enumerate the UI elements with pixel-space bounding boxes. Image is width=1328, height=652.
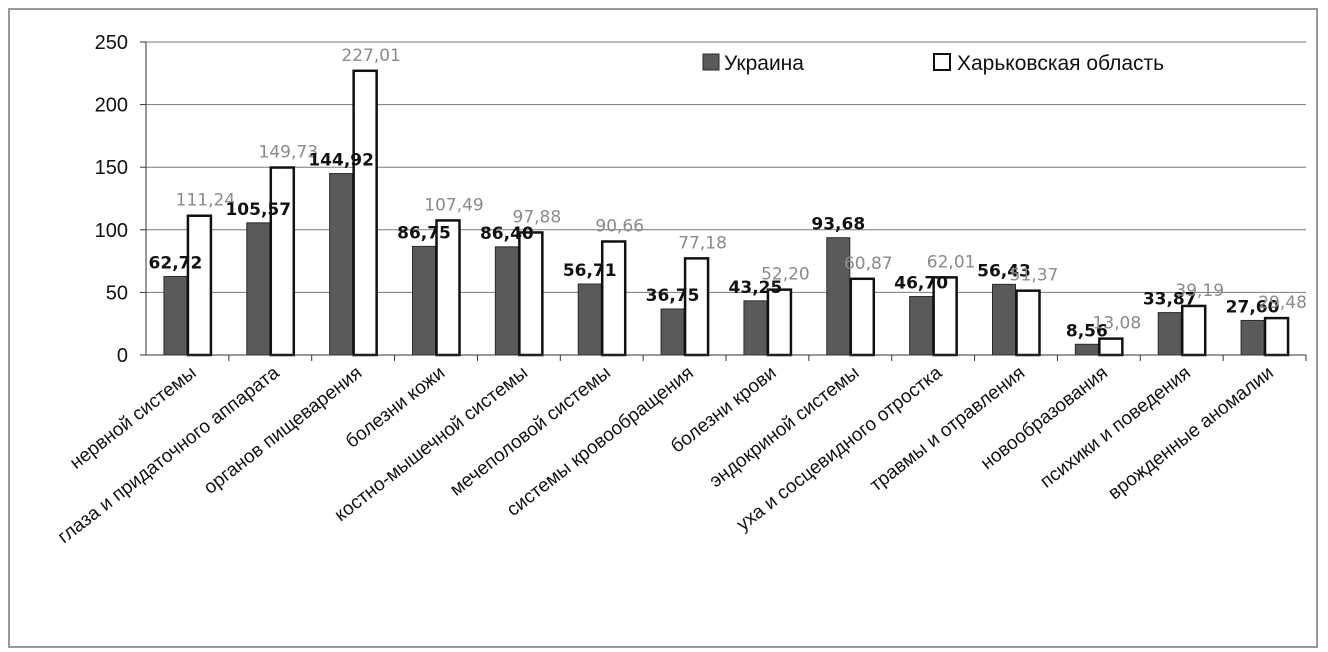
- bar-kharkiv: [269, 166, 296, 357]
- bar-ukraine: [909, 296, 934, 356]
- data-label-kharkiv: 111,24: [176, 191, 235, 211]
- data-label-kharkiv: 90,66: [595, 216, 644, 236]
- bar-ukraine: [1240, 319, 1265, 356]
- data-label-ukraine: 86,75: [397, 223, 451, 243]
- data-label-kharkiv: 227,01: [341, 46, 400, 66]
- data-label-ukraine: 43,25: [729, 278, 783, 298]
- data-label-ukraine: 105,57: [225, 200, 291, 220]
- data-label-kharkiv: 149,73: [259, 143, 318, 163]
- bar-ukraine: [329, 173, 354, 356]
- data-label-kharkiv: 52,20: [761, 265, 810, 285]
- bar-kharkiv: [352, 69, 378, 357]
- legend: Украина Харьковская область: [702, 52, 1164, 75]
- y-tick-label: 200: [95, 95, 128, 117]
- bar-kharkiv: [849, 277, 876, 357]
- data-label-kharkiv: 77,18: [678, 233, 727, 253]
- bar-ukraine: [992, 283, 1016, 356]
- data-label-kharkiv: 51,37: [1010, 266, 1059, 286]
- y-tick-label: 100: [95, 220, 128, 242]
- data-label-ukraine: 56,43: [977, 261, 1031, 281]
- bar-ukraine: [1074, 343, 1099, 356]
- bar-ukraine: [577, 283, 602, 356]
- legend-label-kharkiv: Харьковская область: [957, 52, 1164, 75]
- y-tick-label: 0: [117, 345, 128, 367]
- data-label-ukraine: 62,72: [149, 253, 203, 273]
- bar-ukraine: [246, 222, 271, 356]
- data-label-ukraine: 33,87: [1143, 290, 1197, 310]
- data-label-ukraine: 86,40: [480, 224, 534, 244]
- legend-label-ukraine: Украина: [724, 52, 804, 75]
- y-tick-label: 50: [106, 282, 128, 304]
- legend-swatch-ukraine: [702, 53, 720, 71]
- data-label-kharkiv: 62,01: [927, 252, 976, 272]
- bar-ukraine: [1157, 312, 1182, 356]
- data-label-kharkiv: 29,48: [1258, 293, 1307, 313]
- data-label-ukraine: 93,68: [811, 215, 865, 235]
- y-axis: 0 50 100 150 200 250: [95, 32, 147, 367]
- bar-kharkiv: [600, 240, 627, 357]
- data-label-kharkiv: 13,08: [1093, 314, 1142, 334]
- y-tick-label: 150: [95, 157, 128, 179]
- data-label-ukraine: 144,92: [308, 151, 374, 171]
- bar-ukraine: [163, 275, 188, 356]
- data-label-kharkiv: 60,87: [844, 254, 893, 274]
- bar-kharkiv: [683, 257, 710, 357]
- bar-ukraine: [743, 300, 768, 356]
- data-label-kharkiv: 39,19: [1175, 281, 1224, 301]
- data-label-ukraine: 36,75: [646, 286, 700, 306]
- data-label-ukraine: 8,56: [1066, 321, 1108, 341]
- bar-kharkiv: [186, 214, 213, 357]
- data-label-kharkiv: 107,49: [424, 195, 483, 215]
- data-label-ukraine: 46,70: [894, 274, 948, 294]
- bar-ukraine: [494, 246, 519, 356]
- bar-kharkiv: [518, 231, 544, 357]
- data-label-kharkiv: 97,88: [513, 207, 562, 227]
- legend-swatch-kharkiv: [933, 53, 951, 71]
- bar-kharkiv: [1015, 289, 1041, 357]
- bar-kharkiv: [1263, 316, 1290, 357]
- bar-kharkiv: [1180, 304, 1207, 357]
- data-label-ukraine: 56,71: [563, 261, 617, 281]
- bar-ukraine: [660, 308, 685, 356]
- bar-kharkiv: [766, 288, 793, 357]
- y-tick-label: 250: [95, 32, 128, 54]
- bar-ukraine: [412, 245, 436, 356]
- data-label-ukraine: 27,60: [1226, 297, 1280, 317]
